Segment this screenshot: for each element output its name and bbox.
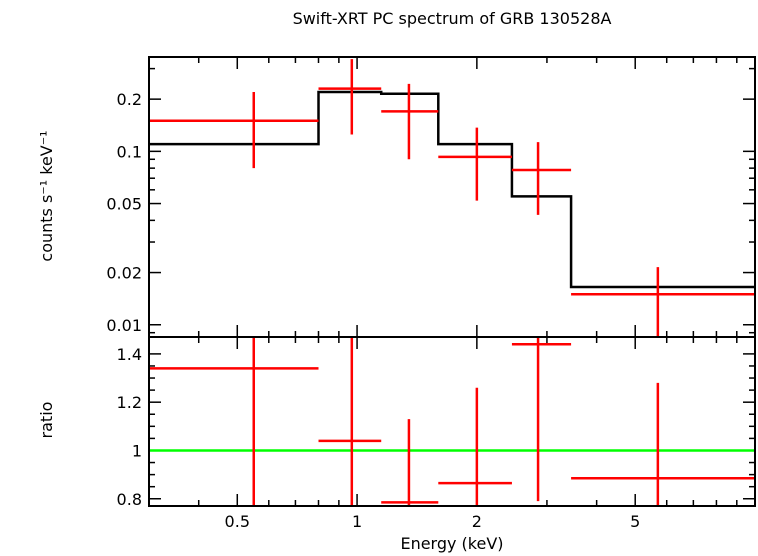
bottom-panel-frame (148, 336, 756, 507)
bottom-y-tick-label: 0.8 (117, 490, 142, 509)
bottom-y-axis-label: ratio (37, 402, 56, 439)
x-tick-label: 0.5 (225, 512, 250, 531)
x-tick-label: 5 (630, 512, 640, 531)
top-y-tick-label: 0.2 (117, 90, 142, 109)
x-tick-label: 2 (472, 512, 482, 531)
model-step-line (149, 90, 755, 289)
top-y-tick-label: 0.05 (106, 195, 142, 214)
top-y-tick-label: 0.1 (117, 142, 142, 161)
top-y-tick-label: 0.01 (106, 316, 142, 335)
chart-title: Swift-XRT PC spectrum of GRB 130528A (293, 9, 612, 28)
x-tick-label: 1 (352, 512, 362, 531)
top-y-tick-label: 0.02 (106, 264, 142, 283)
top-y-axis-label: counts s⁻¹ keV⁻¹ (37, 130, 56, 261)
bottom-y-tick-label: 1 (132, 441, 142, 460)
bottom-y-tick-label: 1.4 (117, 345, 142, 364)
bottom-y-tick-label: 1.2 (117, 393, 142, 412)
x-axis-label: Energy (keV) (400, 534, 503, 553)
